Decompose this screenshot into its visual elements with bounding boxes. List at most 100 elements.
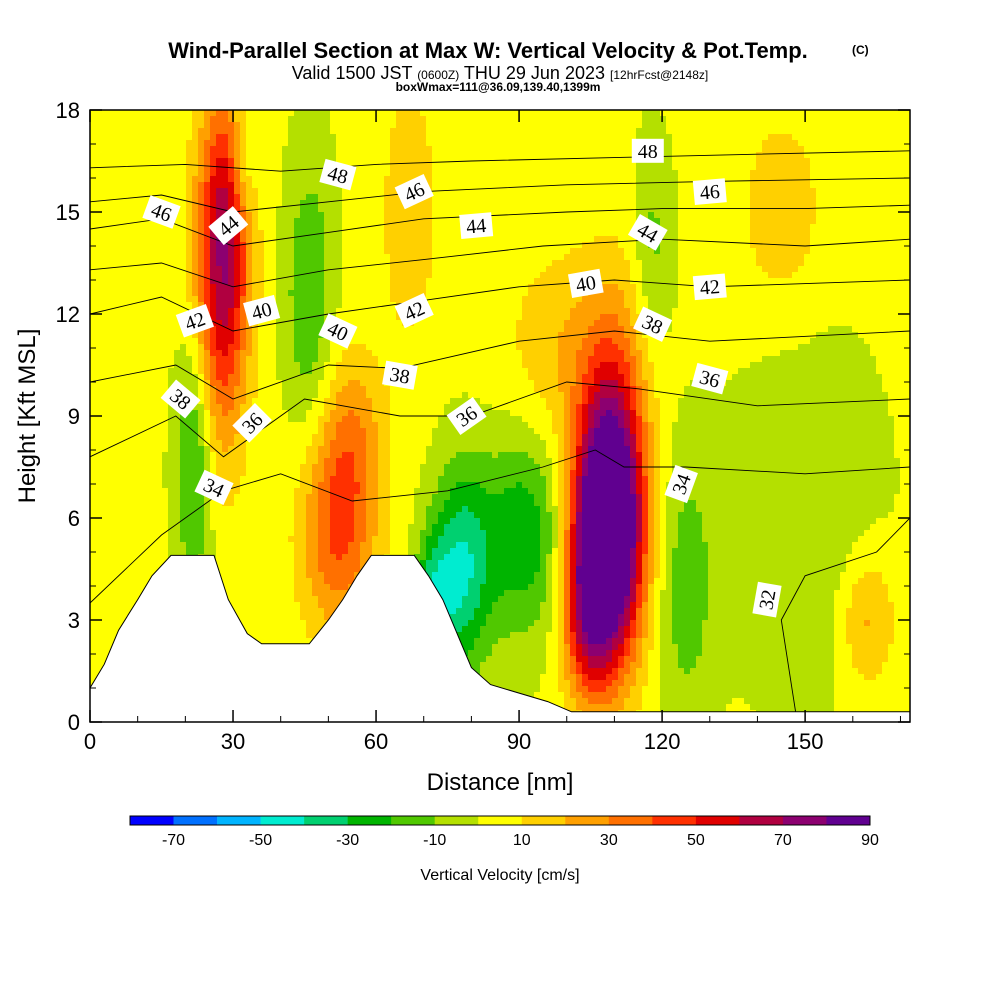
velocity-cell: [348, 542, 355, 549]
velocity-cell: [126, 458, 133, 465]
velocity-cell: [132, 344, 139, 351]
velocity-cell: [330, 218, 337, 225]
velocity-cell: [210, 368, 217, 375]
velocity-cell: [186, 530, 193, 537]
velocity-cell: [258, 110, 265, 117]
velocity-cell: [90, 332, 97, 339]
velocity-cell: [324, 434, 331, 441]
velocity-cell: [318, 122, 325, 129]
velocity-cell: [222, 332, 229, 339]
velocity-cell: [336, 386, 343, 393]
velocity-cell: [222, 404, 229, 411]
velocity-cell: [294, 224, 301, 231]
velocity-cell: [144, 248, 151, 255]
velocity-cell: [282, 152, 289, 159]
velocity-cell: [216, 248, 223, 255]
velocity-cell: [378, 308, 385, 315]
velocity-cell: [96, 272, 103, 279]
velocity-cell: [150, 374, 157, 381]
velocity-cell: [306, 194, 313, 201]
velocity-cell: [114, 614, 121, 621]
velocity-cell: [306, 536, 313, 543]
velocity-cell: [132, 128, 139, 135]
velocity-cell: [168, 152, 175, 159]
velocity-cell: [276, 446, 283, 453]
velocity-cell: [300, 326, 307, 333]
velocity-cell: [168, 434, 175, 441]
velocity-cell: [102, 542, 109, 549]
velocity-cell: [318, 248, 325, 255]
velocity-cell: [324, 452, 331, 459]
velocity-cell: [366, 266, 373, 273]
velocity-cell: [96, 248, 103, 255]
velocity-cell: [114, 368, 121, 375]
velocity-cell: [132, 170, 139, 177]
velocity-cell: [264, 530, 271, 537]
velocity-cell: [186, 350, 193, 357]
velocity-cell: [258, 608, 265, 615]
velocity-cell: [324, 482, 331, 489]
velocity-cell: [360, 230, 367, 237]
velocity-cell: [90, 188, 97, 195]
velocity-cell: [264, 344, 271, 351]
velocity-cell: [246, 524, 253, 531]
velocity-cell: [288, 224, 295, 231]
velocity-cell: [102, 566, 109, 573]
velocity-cell: [120, 428, 127, 435]
velocity-cell: [102, 206, 109, 213]
velocity-cell: [360, 176, 367, 183]
velocity-cell: [252, 176, 259, 183]
velocity-cell: [342, 452, 349, 459]
velocity-cell: [102, 140, 109, 147]
velocity-cell: [126, 572, 133, 579]
velocity-cell: [150, 434, 157, 441]
velocity-cell: [324, 368, 331, 375]
velocity-cell: [216, 242, 223, 249]
velocity-cell: [282, 224, 289, 231]
velocity-cell: [198, 404, 205, 411]
velocity-cell: [204, 416, 211, 423]
velocity-cell: [180, 122, 187, 129]
velocity-cell: [150, 548, 157, 555]
velocity-cell: [288, 602, 295, 609]
velocity-cell: [282, 368, 289, 375]
velocity-cell: [174, 122, 181, 129]
velocity-cell: [348, 152, 355, 159]
velocity-cell: [102, 194, 109, 201]
velocity-cell: [360, 512, 367, 519]
velocity-cell: [300, 356, 307, 363]
velocity-cell: [90, 650, 97, 657]
velocity-cell: [282, 416, 289, 423]
velocity-cell: [144, 308, 151, 315]
velocity-cell: [156, 470, 163, 477]
velocity-cell: [228, 494, 235, 501]
velocity-cell: [300, 506, 307, 513]
velocity-cell: [348, 554, 355, 561]
velocity-cell: [192, 158, 199, 165]
velocity-cell: [150, 440, 157, 447]
velocity-cell: [270, 248, 277, 255]
velocity-cell: [132, 488, 139, 495]
velocity-cell: [114, 452, 121, 459]
velocity-cell: [264, 506, 271, 513]
velocity-cell: [378, 398, 385, 405]
velocity-cell: [150, 458, 157, 465]
velocity-cell: [234, 398, 241, 405]
velocity-cell: [150, 464, 157, 471]
velocity-cell: [306, 236, 313, 243]
velocity-cell: [342, 356, 349, 363]
velocity-cell: [162, 290, 169, 297]
velocity-cell: [216, 122, 223, 129]
velocity-cell: [96, 140, 103, 147]
velocity-cell: [282, 134, 289, 141]
velocity-cell: [288, 392, 295, 399]
velocity-cell: [174, 512, 181, 519]
velocity-cell: [204, 188, 211, 195]
velocity-cell: [264, 584, 271, 591]
velocity-cell: [246, 626, 253, 633]
velocity-cell: [90, 590, 97, 597]
velocity-cell: [132, 164, 139, 171]
velocity-cell: [144, 386, 151, 393]
velocity-cell: [204, 386, 211, 393]
velocity-cell: [234, 434, 241, 441]
